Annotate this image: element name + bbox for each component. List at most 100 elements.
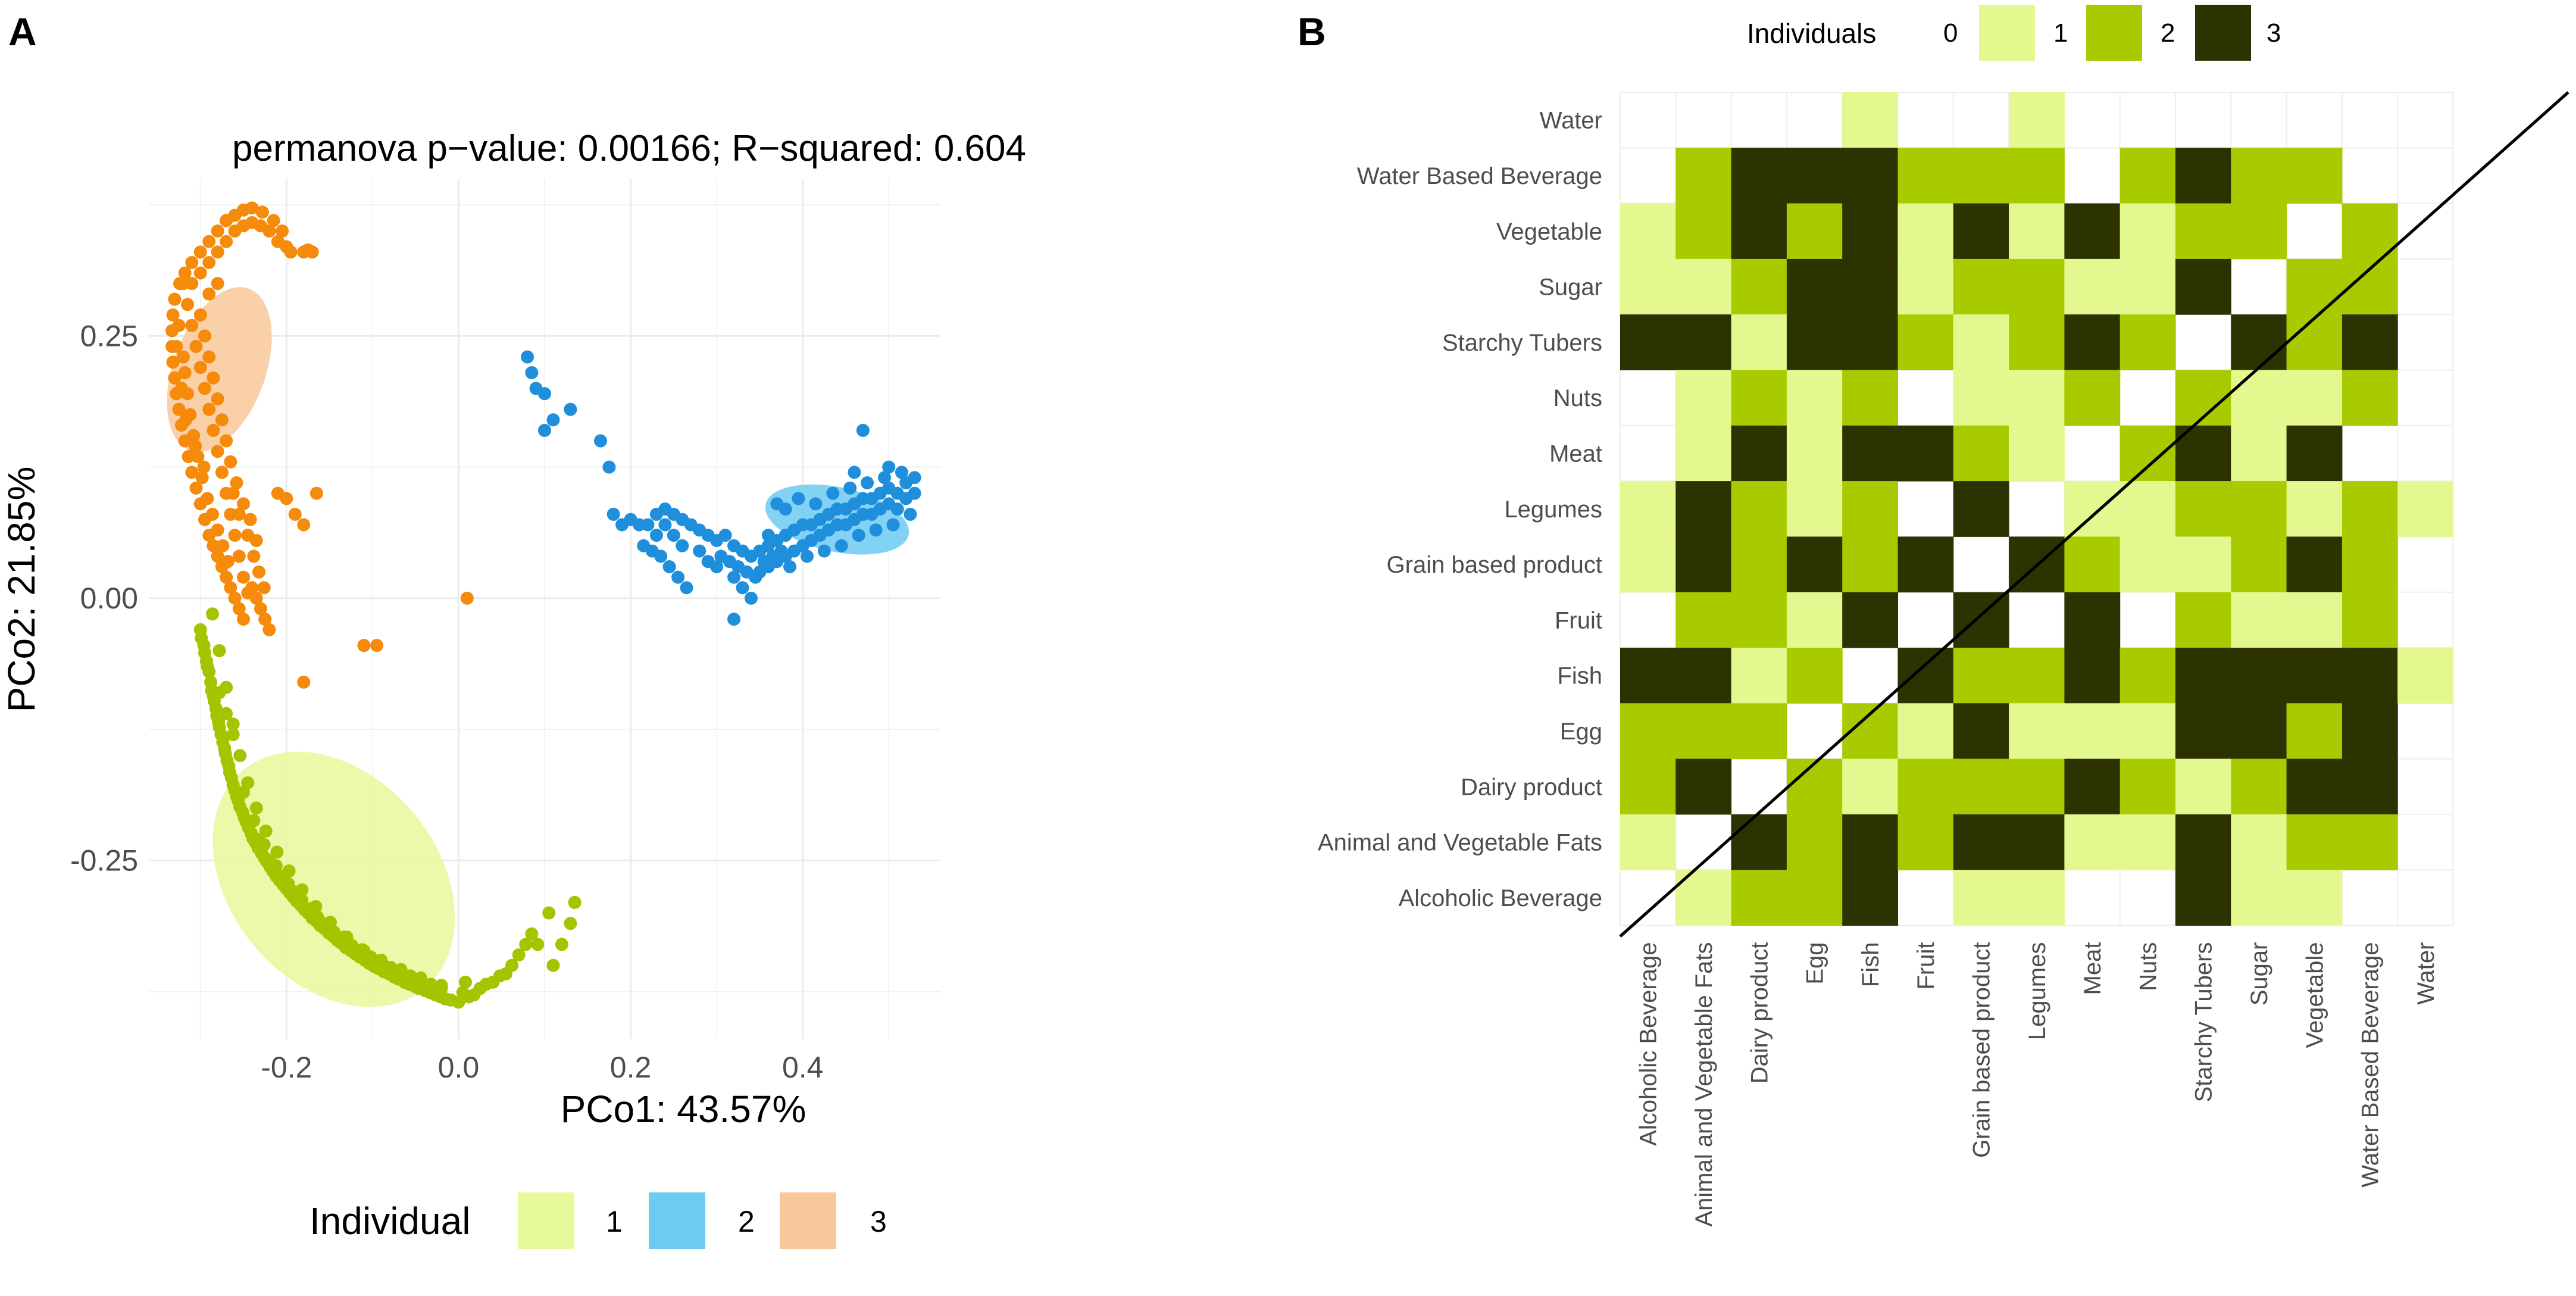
scatter-point-individual-1 xyxy=(327,925,340,939)
heatmap-cell xyxy=(2175,703,2231,760)
scatter-point-individual-2 xyxy=(744,591,758,605)
scatter-point-individual-2 xyxy=(676,539,689,552)
scatter-point-individual-3 xyxy=(276,224,289,238)
legend-swatch-3 xyxy=(780,1192,836,1249)
heatmap-cell xyxy=(1620,481,1676,537)
legend-swatch-2 xyxy=(649,1192,705,1249)
legend-label-3: 3 xyxy=(870,1205,887,1238)
heatmap-y-labels: Water Water Based Beverage Vegetable Sugar S… xyxy=(1318,108,1602,911)
heatmap-cell xyxy=(1897,758,1954,815)
scatter-point-individual-1 xyxy=(295,894,309,907)
scatter-point-individual-3 xyxy=(191,449,205,463)
scatter-point-individual-2 xyxy=(538,423,551,437)
heatmap-cell xyxy=(1731,148,1787,204)
heatmap-cell xyxy=(1786,592,1843,648)
heatmap-cell xyxy=(2064,536,2121,593)
heatmap-cell xyxy=(2009,92,2065,148)
scatter-point-individual-1 xyxy=(374,953,388,967)
scatter-point-individual-2 xyxy=(736,581,749,595)
heatmap-cell xyxy=(2397,481,2453,537)
scatter-point-individual-3 xyxy=(211,392,224,406)
heatmap-cell xyxy=(1953,592,2009,648)
heatmap-x-label: Dairy product xyxy=(1746,942,1772,1084)
heatmap-legend-label-2: 2 xyxy=(2161,18,2175,48)
scatter-point-individual-3 xyxy=(172,318,186,332)
scatter-point-individual-3 xyxy=(220,235,233,248)
scatter-point-individual-3 xyxy=(202,255,216,269)
heatmap-cell xyxy=(1675,648,1732,704)
scatter-points xyxy=(165,201,921,1009)
heatmap-cell xyxy=(1786,203,1843,260)
heatmap-x-label: Sugar xyxy=(2246,942,2272,1006)
scatter-point-individual-1 xyxy=(512,948,526,962)
scatter-point-individual-3 xyxy=(297,518,311,532)
scatter-point-individual-2 xyxy=(783,560,797,574)
scatter-point-individual-3 xyxy=(243,513,257,526)
scatter-point-individual-3 xyxy=(220,570,233,584)
heatmap-y-label: Fish xyxy=(1557,663,1602,689)
heatmap-cell xyxy=(1842,758,1898,815)
heatmap-cell xyxy=(2231,481,2287,537)
heatmap-cell xyxy=(1897,203,1954,260)
heatmap-cell xyxy=(1953,203,2009,260)
scatter-point-individual-3 xyxy=(211,245,224,259)
scatter-point-individual-2 xyxy=(861,476,874,490)
scatter-point-individual-1 xyxy=(525,927,539,941)
heatmap-cell xyxy=(1953,648,2009,704)
heatmap-x-label: Fish xyxy=(1858,942,1884,988)
scatter-point-individual-2 xyxy=(904,507,917,521)
scatter-point-individual-2 xyxy=(662,560,676,574)
scatter-point-individual-3 xyxy=(254,602,267,616)
scatter-point-individual-2 xyxy=(658,518,672,532)
scatter-point-individual-3 xyxy=(224,581,237,595)
heatmap-cell xyxy=(2286,258,2343,315)
heatmap-y-label: Nuts xyxy=(1553,385,1602,411)
heatmap-cell xyxy=(1731,481,1787,537)
scatter-point-individual-1 xyxy=(555,938,568,951)
heatmap-cell xyxy=(2119,703,2176,760)
scatter-point-individual-3 xyxy=(226,486,240,500)
heatmap-cell xyxy=(2175,536,2231,593)
heatmap-cell xyxy=(2231,370,2287,426)
heatmap-cell xyxy=(2009,148,2065,204)
heatmap-cell xyxy=(1731,370,1787,426)
scatter-point-individual-1 xyxy=(345,939,359,953)
scatter-point-individual-1 xyxy=(269,859,283,873)
heatmap-cell xyxy=(1675,758,1732,815)
heatmap-cell xyxy=(2286,703,2343,760)
scatter-point-individual-3 xyxy=(211,277,224,291)
heatmap-cell xyxy=(1786,536,1843,593)
heatmap-cell xyxy=(2175,758,2231,815)
scatter-point-individual-3 xyxy=(267,214,280,227)
scatter-point-individual-2 xyxy=(817,544,831,558)
heatmap-cell xyxy=(2009,648,2065,704)
heatmap-x-label: Legumes xyxy=(2024,942,2050,1041)
heatmap-cell xyxy=(1786,870,1843,926)
scatter-point-individual-2 xyxy=(766,549,780,563)
heatmap-cell xyxy=(1786,425,1843,482)
scatter-point-individual-1 xyxy=(394,963,408,976)
scatter-point-individual-2 xyxy=(908,471,921,485)
heatmap-cells xyxy=(1620,92,2453,926)
x-tick-label: 0.2 xyxy=(610,1051,652,1084)
scatter-point-individual-3 xyxy=(228,591,242,605)
heatmap-cell xyxy=(2175,148,2231,204)
scatter-point-individual-2 xyxy=(641,518,655,532)
heatmap-cell xyxy=(2231,536,2287,593)
heatmap-cell xyxy=(2119,814,2176,870)
heatmap-cell xyxy=(2286,592,2343,648)
scatter-point-individual-3 xyxy=(310,486,323,500)
heatmap-legend: Individuals 0 1 2 3 xyxy=(1747,5,2281,61)
confidence-ellipse-3 xyxy=(167,287,272,452)
scatter-point-individual-1 xyxy=(237,785,251,799)
scatter-point-individual-2 xyxy=(671,570,685,584)
y-tick-label: 0.00 xyxy=(80,582,138,615)
heatmap-cell xyxy=(1953,758,2009,815)
scatter-point-individual-2 xyxy=(809,497,823,511)
heatmap-cell xyxy=(2119,258,2176,315)
scatter-point-individual-3 xyxy=(237,570,251,584)
heatmap-cell xyxy=(2175,592,2231,648)
scatter-point-individual-2 xyxy=(878,471,892,485)
heatmap-cell xyxy=(2009,870,2065,926)
scatter-point-individual-2 xyxy=(680,581,693,595)
